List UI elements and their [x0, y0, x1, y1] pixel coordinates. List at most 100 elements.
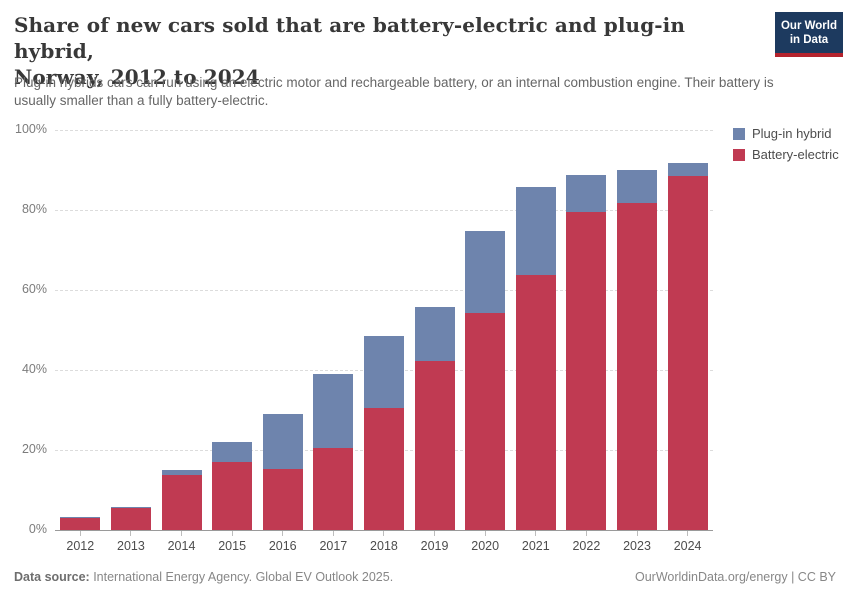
y-tick-label-80: 80%	[21, 202, 47, 216]
bar-2024[interactable]	[667, 163, 708, 530]
legend-item-plug-in-hybrid[interactable]: Plug-in hybrid	[733, 123, 839, 144]
x-tick-label-2015: 2015	[218, 539, 247, 553]
x-tick-2016	[282, 531, 284, 536]
x-tick-2017	[332, 531, 334, 536]
legend-item-battery-electric[interactable]: Battery-electric	[733, 144, 839, 165]
bar-segment-plug-in-hybrid-2017[interactable]	[313, 374, 354, 448]
bar-segment-plug-in-hybrid-2019[interactable]	[414, 307, 455, 362]
x-tick-label-2017: 2017	[319, 539, 348, 553]
footer: Data source: International Energy Agency…	[14, 570, 836, 584]
bar-segment-battery-electric-2015[interactable]	[212, 462, 253, 530]
bar-2013[interactable]	[110, 506, 151, 530]
bar-segment-battery-electric-2014[interactable]	[161, 475, 202, 530]
bar-segment-plug-in-hybrid-2012[interactable]	[60, 516, 101, 519]
page-title: Share of new cars sold that are battery-…	[14, 12, 764, 90]
x-tick-label-2019: 2019	[420, 539, 449, 553]
x-tick-label-2020: 2020	[471, 539, 500, 553]
bar-segment-plug-in-hybrid-2016[interactable]	[262, 414, 303, 470]
bar-segment-plug-in-hybrid-2013[interactable]	[110, 506, 151, 508]
x-tick-label-2022: 2022	[572, 539, 601, 553]
bar-2020[interactable]	[465, 230, 506, 530]
bar-slot-2018	[359, 130, 410, 530]
x-tick-2013	[130, 531, 132, 536]
bar-2021[interactable]	[515, 187, 556, 530]
bar-segment-plug-in-hybrid-2018[interactable]	[363, 335, 404, 408]
bar-2022[interactable]	[566, 174, 607, 530]
x-tick-2015	[231, 531, 233, 536]
bar-2017[interactable]	[313, 374, 354, 530]
x-tick-2014	[181, 531, 183, 536]
plot-area	[55, 130, 713, 531]
x-tick-label-2018: 2018	[370, 539, 398, 553]
bar-slot-2023	[612, 130, 663, 530]
x-slot-2021: 2021	[510, 531, 561, 553]
data-source-label: Data source:	[14, 570, 90, 584]
bar-slot-2014	[156, 130, 207, 530]
bar-segment-battery-electric-2016[interactable]	[262, 469, 303, 530]
x-tick-label-2023: 2023	[623, 539, 651, 553]
owid-logo[interactable]: Our World in Data	[775, 12, 843, 57]
bar-segment-plug-in-hybrid-2021[interactable]	[515, 187, 556, 276]
bar-segment-plug-in-hybrid-2023[interactable]	[617, 170, 657, 203]
owid-logo-line-2: in Data	[789, 34, 829, 46]
x-tick-2024	[687, 531, 689, 536]
bar-2014[interactable]	[161, 470, 202, 530]
x-slot-2012: 2012	[55, 531, 106, 553]
bar-segment-plug-in-hybrid-2022[interactable]	[566, 174, 607, 212]
x-slot-2014: 2014	[156, 531, 207, 553]
legend-label: Battery-electric	[752, 147, 839, 162]
bar-2016[interactable]	[262, 414, 303, 530]
y-tick-label-60: 60%	[21, 282, 47, 296]
bar-2023[interactable]	[617, 170, 657, 530]
x-tick-2020	[484, 531, 486, 536]
bar-slot-2016	[257, 130, 308, 530]
owid-logo-line-1: Our World	[780, 20, 837, 32]
x-tick-2022	[585, 531, 587, 536]
bar-2015[interactable]	[212, 442, 253, 530]
credit-note: OurWorldinData.org/energy | CC BY	[634, 570, 836, 584]
bar-slot-2012	[55, 130, 106, 530]
x-slot-2015: 2015	[207, 531, 258, 553]
x-tick-2021	[535, 531, 537, 536]
bars-container	[55, 130, 713, 530]
x-axis-line	[55, 530, 713, 531]
bar-segment-battery-electric-2020[interactable]	[465, 312, 506, 530]
bar-segment-battery-electric-2017[interactable]	[313, 448, 354, 530]
bar-segment-plug-in-hybrid-2020[interactable]	[465, 230, 506, 313]
bar-segment-battery-electric-2023[interactable]	[617, 202, 657, 530]
x-axis-labels: 2012 2013 2014 2015 2016 2017 2018 2019 2020 2021…	[55, 531, 713, 553]
bar-segment-battery-electric-2018[interactable]	[363, 407, 404, 530]
y-axis-labels: 0% 20% 40% 60% 80% 100%	[0, 122, 47, 536]
x-slot-2022: 2022	[561, 531, 612, 553]
bar-segment-battery-electric-2012[interactable]	[60, 518, 101, 530]
title-line-2: Norway, 2012 to 2024	[14, 65, 260, 89]
bar-segment-battery-electric-2013[interactable]	[110, 508, 151, 530]
bar-segment-battery-electric-2021[interactable]	[515, 275, 556, 530]
x-tick-label-2016: 2016	[268, 539, 297, 553]
x-slot-2017: 2017	[308, 531, 359, 553]
x-slot-2020: 2020	[460, 531, 511, 553]
y-tick-label-40: 40%	[21, 362, 47, 376]
bar-segment-plug-in-hybrid-2015[interactable]	[212, 442, 253, 463]
chart-subtitle: Plug-in hybrids cars can run using an el…	[14, 75, 774, 108]
x-tick-2023	[636, 531, 638, 536]
x-tick-label-2012: 2012	[66, 539, 95, 553]
legend: Plug-in hybrid Battery-electric	[733, 123, 839, 165]
x-slot-2013: 2013	[106, 531, 157, 553]
bar-segment-battery-electric-2024[interactable]	[667, 175, 708, 530]
bar-slot-2024	[662, 130, 713, 530]
bar-segment-battery-electric-2022[interactable]	[566, 212, 607, 530]
bar-2019[interactable]	[414, 307, 455, 530]
bar-segment-battery-electric-2019[interactable]	[414, 361, 455, 530]
x-slot-2023: 2023	[612, 531, 663, 553]
bar-2012[interactable]	[60, 516, 101, 530]
bar-segment-plug-in-hybrid-2024[interactable]	[667, 163, 708, 176]
bar-segment-plug-in-hybrid-2014[interactable]	[161, 470, 202, 476]
x-tick-2019	[434, 531, 436, 536]
bar-slot-2015	[207, 130, 258, 530]
x-slot-2016: 2016	[257, 531, 308, 553]
x-slot-2018: 2018	[359, 531, 410, 553]
legend-swatch-icon	[733, 127, 745, 140]
bar-2018[interactable]	[363, 335, 404, 530]
